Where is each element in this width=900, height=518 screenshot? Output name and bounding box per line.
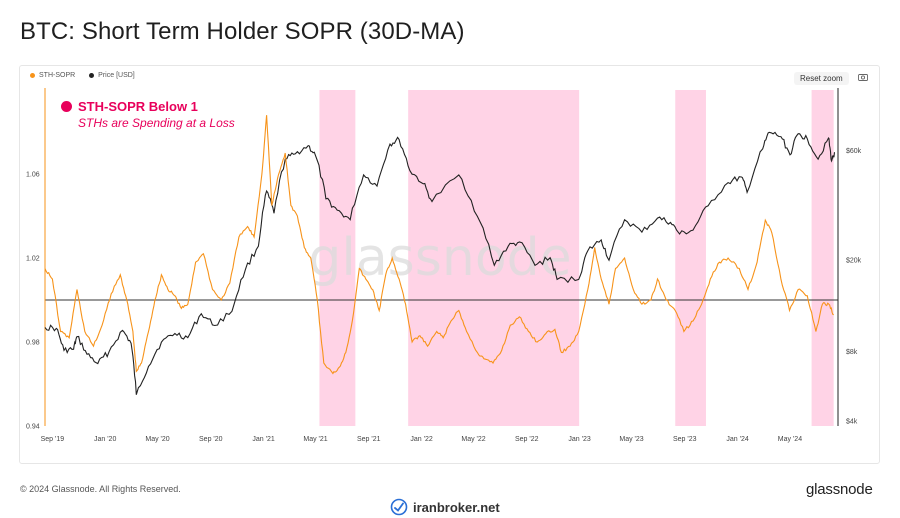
loss-zone-3: [811, 90, 834, 426]
x-tick-label-1: Jan '20: [94, 436, 116, 443]
x-tick-label-5: May '21: [303, 436, 327, 443]
camera-icon[interactable]: [858, 73, 868, 81]
annotation-title: STH-SOPR Below 1: [78, 99, 198, 114]
right-tick-label-3: $60k: [846, 148, 862, 155]
x-tick-label-4: Jan '21: [252, 436, 274, 443]
legend-label-sth-sopr: STH-SOPR: [39, 72, 76, 79]
price-series-line: [44, 131, 836, 395]
x-tick-label-3: Sep '20: [199, 436, 223, 443]
right-tick-label-2: $20k: [846, 258, 862, 265]
x-tick-label-14: May '24: [778, 436, 802, 443]
annotation-dot: [61, 101, 72, 112]
x-tick-label-11: May '23: [619, 436, 643, 443]
left-tick-label-1: 0.98: [26, 340, 40, 347]
copyright-text: © 2024 Glassnode. All Rights Reserved.: [20, 484, 181, 494]
legend-item-price[interactable]: Price [USD]: [89, 72, 135, 79]
annotation-subtitle: STHs are Spending at a Loss: [78, 116, 235, 130]
checkmark-chart-icon: [390, 498, 408, 516]
right-tick-label-0: $4k: [846, 418, 858, 425]
x-tick-label-9: Sep '22: [515, 436, 539, 443]
reset-zoom-button[interactable]: Reset zoom: [794, 72, 849, 85]
chart-legend: STH-SOPR Price [USD]: [30, 72, 135, 79]
brand-watermark: iranbroker.net: [390, 498, 500, 516]
left-axis-ticks: 0.94 0.98 1.02 1.06: [26, 172, 40, 431]
legend-dot-sth-sopr: [30, 73, 35, 78]
brand-text: iranbroker.net: [413, 499, 500, 515]
x-tick-label-0: Sep '19: [41, 436, 65, 443]
x-tick-label-10: Jan '23: [568, 436, 590, 443]
x-tick-label-6: Sep '21: [357, 436, 381, 443]
x-tick-label-2: May '20: [145, 436, 169, 443]
right-tick-label-1: $8k: [846, 349, 858, 356]
left-tick-label-3: 1.06: [26, 172, 40, 179]
x-tick-label-12: Sep '23: [673, 436, 697, 443]
legend-item-sth-sopr[interactable]: STH-SOPR: [30, 72, 75, 79]
x-axis-ticks: Sep '19 Jan '20 May '20 Sep '20 Jan '21 May '…: [41, 436, 803, 443]
x-tick-label-13: Jan '24: [726, 436, 748, 443]
glassnode-logo: glassnode: [806, 481, 873, 498]
legend-dot-price: [89, 73, 95, 78]
left-tick-label-0: 0.94: [26, 424, 40, 431]
loss-zone-2: [675, 90, 706, 426]
page-title: BTC: Short Term Holder SOPR (30D-MA): [20, 18, 465, 45]
x-tick-label-8: May '22: [461, 436, 485, 443]
x-tick-label-7: Jan '22: [410, 436, 432, 443]
legend-label-price: Price [USD]: [98, 72, 135, 79]
sth-sopr-series-line: [44, 115, 834, 375]
left-tick-label-2: 1.02: [26, 256, 40, 263]
right-axis-ticks: $4k $8k $20k $60k: [846, 148, 862, 425]
watermark: glassnode: [308, 228, 571, 288]
